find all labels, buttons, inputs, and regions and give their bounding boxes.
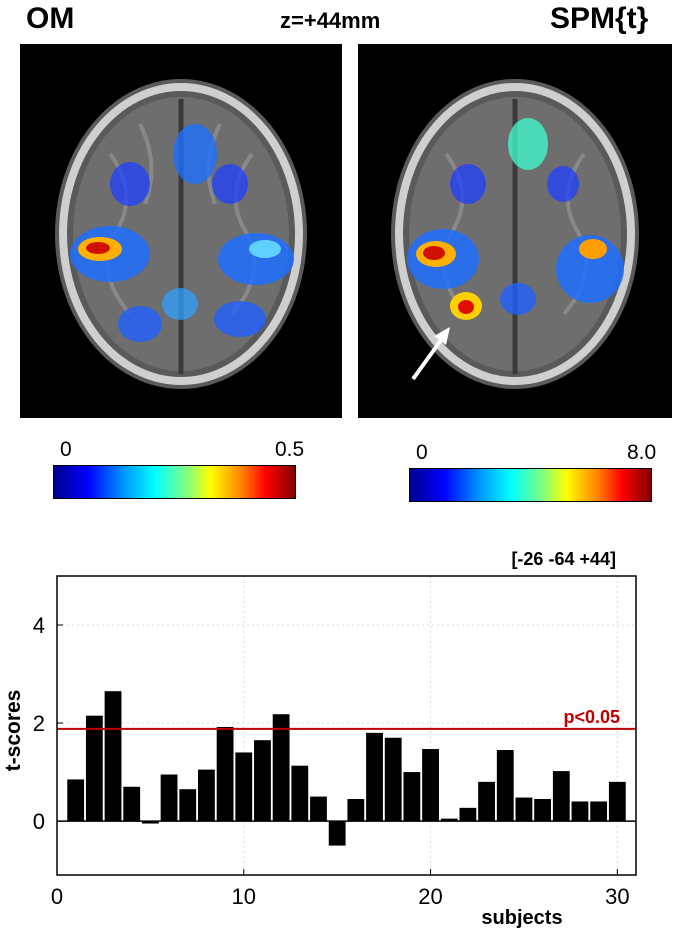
bar-subject-30 <box>608 781 626 822</box>
bar-subject-5 <box>141 821 159 824</box>
spm-panel-label: SPM{t} <box>550 2 649 35</box>
bar-subject-10 <box>235 752 253 822</box>
t-scores-bar-chart-svg: p<0.05 0 10 20 30 0 2 4 [-26 -64 +44] subjects t-s… <box>2 549 637 929</box>
bar-subject-21 <box>440 818 458 822</box>
chart-title: [-26 -64 +44] <box>511 549 616 569</box>
bar-subject-26 <box>534 799 552 822</box>
bar-subject-3 <box>104 691 122 822</box>
y-tick-label: 4 <box>33 613 45 638</box>
bar-subject-7 <box>179 789 197 822</box>
bar-subject-9 <box>216 726 234 822</box>
bar-subject-15 <box>328 821 346 846</box>
bar-subject-2 <box>85 715 103 822</box>
x-tick-label: 10 <box>232 884 256 909</box>
bar-subject-20 <box>422 749 439 822</box>
x-tick-label: 20 <box>418 884 442 909</box>
slice-position-label: z=+44mm <box>280 8 381 33</box>
y-tick-label: 2 <box>33 711 45 736</box>
bar-subject-4 <box>123 786 141 822</box>
x-tick-label: 30 <box>605 884 629 909</box>
bar-subject-25 <box>515 797 533 822</box>
bar-subject-6 <box>160 774 178 822</box>
om-colorbar-max-label: 0.5 <box>275 438 305 461</box>
bar-subject-17 <box>366 732 383 822</box>
spm-colorbar <box>409 468 652 502</box>
om-brain-slice-image <box>20 44 342 418</box>
bar-subject-1 <box>67 779 85 822</box>
bar-subject-16 <box>347 799 365 822</box>
bar-subject-11 <box>254 740 271 822</box>
y-tick-label: 0 <box>33 809 45 834</box>
spm-brain-slice-image <box>358 44 672 418</box>
bar-subject-14 <box>310 796 327 822</box>
spm-colorbar-max-label: 8.0 <box>627 441 657 464</box>
bar-subject-27 <box>552 771 570 822</box>
om-colorbar-min-label: 0 <box>60 438 72 461</box>
bar-subject-13 <box>291 765 309 822</box>
bar-subject-18 <box>384 737 402 822</box>
x-axis-label: subjects <box>481 907 562 929</box>
bar-subject-23 <box>478 781 495 822</box>
threshold-label: p<0.05 <box>563 707 620 727</box>
bar-subject-24 <box>496 750 514 822</box>
x-tick-label: 0 <box>51 884 63 909</box>
bar-subject-12 <box>272 714 290 822</box>
bar-subject-8 <box>198 769 215 822</box>
y-axis-label: t-scores <box>2 690 25 772</box>
om-panel-label: OM <box>26 2 75 35</box>
t-scores-chart: p<0.05 0 10 20 30 0 2 4 [-26 -64 +44] subjects t-s… <box>0 540 675 932</box>
bar-subject-28 <box>571 801 589 822</box>
spm-colorbar-min-label: 0 <box>416 441 428 464</box>
bar-subject-22 <box>459 807 477 822</box>
bar-subject-29 <box>590 801 608 822</box>
plot-frame <box>56 575 637 876</box>
om-colorbar <box>53 465 296 499</box>
bar-subject-19 <box>403 772 421 822</box>
